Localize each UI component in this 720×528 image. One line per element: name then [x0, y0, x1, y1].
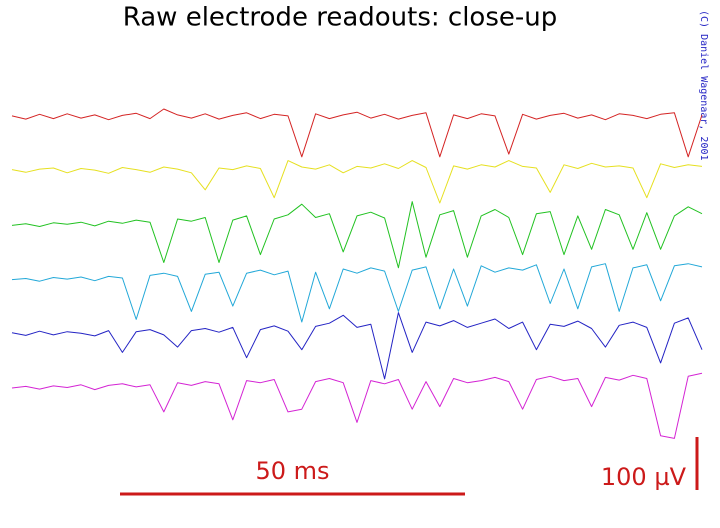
- trace: [11, 201, 703, 269]
- trace: [11, 372, 703, 439]
- trace: [11, 312, 703, 380]
- trace: [11, 108, 703, 158]
- trace: [11, 263, 703, 323]
- chart-title: Raw electrode readouts: close-up: [123, 3, 557, 33]
- scale-label-x: 50 ms: [255, 457, 329, 485]
- trace: [11, 160, 703, 204]
- credit: (C) Daniel Wagenaar, 2001: [698, 10, 709, 161]
- scale-label-y: 100 µV: [601, 463, 687, 491]
